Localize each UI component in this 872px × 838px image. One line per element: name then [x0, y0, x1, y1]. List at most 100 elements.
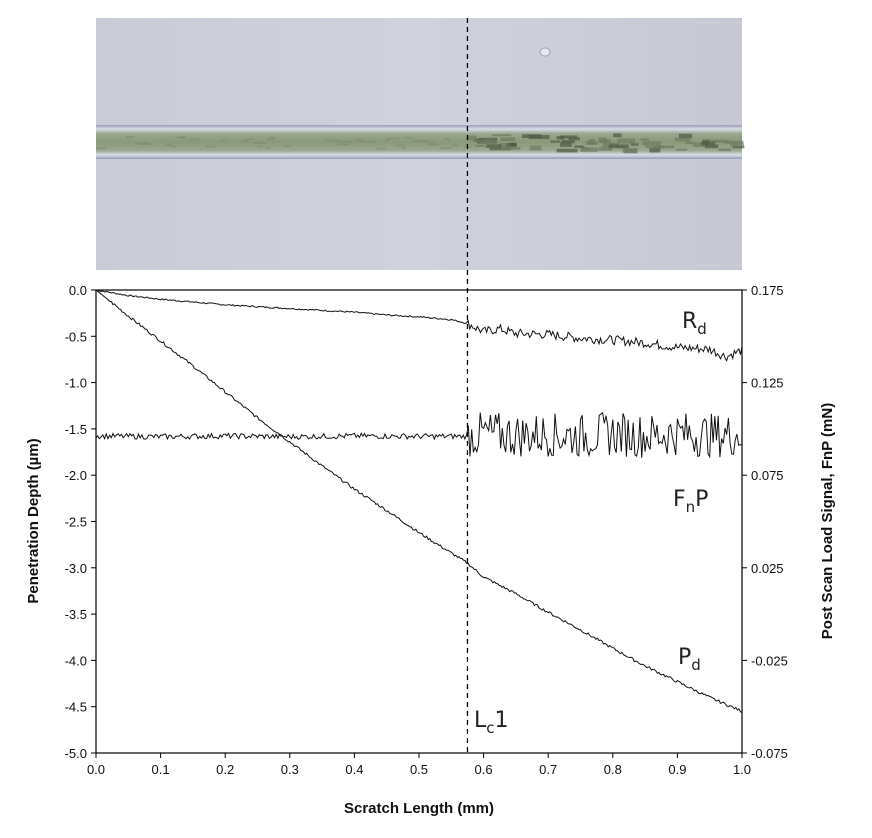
track-flake [472, 139, 495, 142]
y-left-tick-label: -0.5 [65, 329, 87, 344]
plot-frame [95, 289, 743, 754]
scratch-track-damage [96, 133, 745, 154]
track-flake [598, 137, 607, 143]
track-flake [718, 148, 731, 152]
track-texture [444, 137, 450, 140]
track-flake [642, 141, 661, 146]
track-flake [529, 145, 542, 151]
track-texture [384, 139, 390, 142]
track-flake [486, 144, 502, 148]
track-flake [645, 145, 664, 149]
x-tick-label: 0.1 [152, 762, 170, 777]
track-flake [500, 137, 516, 142]
track-texture [376, 147, 386, 150]
track-texture [205, 145, 216, 148]
track-flake [724, 140, 744, 144]
y-left-tick-label: -3.5 [65, 607, 87, 622]
track-flake [560, 142, 572, 147]
y-left-tick-label: 0.0 [69, 283, 87, 298]
track-flake [640, 138, 650, 141]
y-left-tick-label: -2.0 [65, 468, 87, 483]
plot-curves [95, 289, 743, 713]
track-flake [580, 147, 598, 152]
track-texture [126, 136, 134, 139]
y-right-axis-ticks: 0.175 0.125 0.075 0.025 -0.025 -0.075 [742, 283, 788, 761]
track-flake [613, 133, 622, 138]
track-texture [165, 143, 172, 146]
track-flake [608, 144, 629, 149]
track-texture [404, 136, 412, 139]
x-tick-label: 0.0 [87, 762, 105, 777]
track-texture [284, 145, 291, 148]
track-texture [266, 138, 272, 141]
track-flake [489, 147, 511, 151]
x-tick-label: 1.0 [733, 762, 751, 777]
track-texture [394, 144, 406, 147]
y-right-tick-label: 0.175 [751, 283, 784, 298]
x-tick-label: 0.2 [216, 762, 234, 777]
label-lc1: Lc1 [474, 708, 509, 737]
track-flake [711, 139, 729, 143]
x-tick-label: 0.4 [345, 762, 363, 777]
y-left-axis-title: Penetration Depth (µm) [25, 438, 42, 603]
track-flake [702, 139, 711, 144]
track-flake [568, 137, 580, 141]
track-flake [561, 140, 575, 144]
x-tick-label: 0.7 [539, 762, 557, 777]
track-texture [387, 137, 401, 140]
track-flake [654, 145, 675, 149]
track-texture [358, 140, 365, 143]
track-flake [617, 138, 636, 144]
track-texture [336, 143, 350, 146]
track-flake [491, 134, 512, 137]
y-right-axis-title: Post Scan Load Signal, FnP (mN) [819, 403, 836, 639]
track-texture [271, 137, 276, 140]
label-rd: Rd [682, 309, 707, 338]
label-pd: Pd [678, 645, 701, 674]
track-texture [134, 142, 149, 145]
track-flake [574, 145, 585, 148]
track-texture [246, 137, 255, 140]
debris-particle [539, 47, 551, 57]
track-flake [730, 143, 744, 147]
track-texture [413, 140, 428, 143]
track-texture [326, 139, 338, 142]
track-texture [464, 145, 473, 148]
track-texture [141, 143, 152, 146]
track-texture [256, 145, 263, 148]
track-texture [266, 147, 271, 150]
y-right-tick-label: -0.075 [751, 746, 788, 761]
track-flake [685, 141, 694, 145]
y-left-tick-label: -1.5 [65, 422, 87, 437]
track-flake [700, 141, 716, 146]
track-flake [467, 135, 477, 141]
track-flake [675, 148, 688, 151]
y-right-tick-label: 0.075 [751, 468, 784, 483]
y-left-tick-label: -1.0 [65, 376, 87, 391]
track-flake [609, 142, 619, 147]
x-tick-label: 0.9 [668, 762, 686, 777]
track-texture [428, 143, 442, 146]
y-right-tick-label: 0.025 [751, 561, 784, 576]
x-tick-label: 0.5 [410, 762, 428, 777]
y-left-tick-label: -4.5 [65, 700, 87, 715]
track-flake [582, 147, 589, 151]
track-texture [221, 139, 226, 142]
track-texture [268, 136, 275, 139]
track-texture [337, 140, 352, 143]
track-flake [704, 144, 719, 149]
track-flake [732, 145, 745, 149]
y-left-axis-ticks: 0.0 -0.5 -1.0 -1.5 -2.0 -2.5 -3.0 -3.5 -4.0 -4.5 -… [65, 283, 96, 761]
x-tick-label: 0.3 [281, 762, 299, 777]
track-flake [556, 148, 578, 153]
y-left-tick-label: -2.5 [65, 515, 87, 530]
track-flake [630, 143, 639, 146]
y-right-tick-label: 0.125 [751, 376, 784, 391]
y-left-tick-label: -5.0 [65, 746, 87, 761]
track-texture [175, 136, 185, 139]
track-flake [480, 140, 498, 144]
x-axis-title: Scratch Length (mm) [344, 800, 494, 817]
track-flake [588, 139, 595, 145]
track-flake [693, 142, 708, 147]
